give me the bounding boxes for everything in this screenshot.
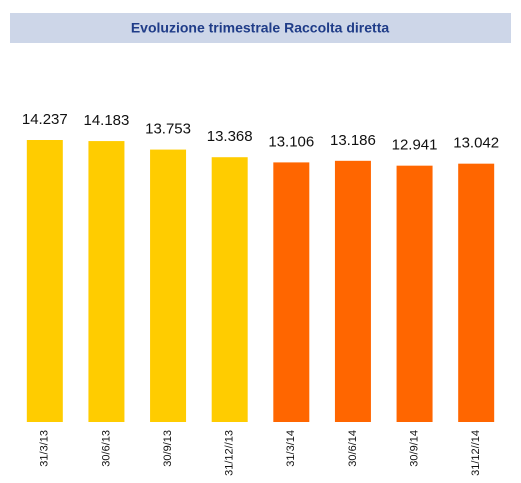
x-tick-label: 31/3/13 <box>39 430 51 467</box>
bar <box>211 157 248 422</box>
value-label: 13.753 <box>145 121 191 138</box>
bar <box>273 162 310 422</box>
x-tick-label: 31/12//13 <box>224 430 236 476</box>
bar <box>150 149 187 422</box>
x-tick-label: 30/9/14 <box>408 430 420 467</box>
value-label: 13.368 <box>207 128 253 145</box>
x-tick-label: 31/3/14 <box>285 430 297 467</box>
title-band <box>10 13 511 43</box>
bar <box>88 141 125 422</box>
chart-title: Evoluzione trimestrale Raccolta diretta <box>131 20 390 36</box>
x-tick-label: 30/6/14 <box>347 430 359 467</box>
bar <box>458 163 495 422</box>
x-tick-label: 30/6/13 <box>100 430 112 467</box>
x-tick-label: 31/12//14 <box>470 430 482 476</box>
x-tick-label: 30/9/13 <box>162 430 174 467</box>
bar <box>334 160 371 422</box>
value-label: 13.186 <box>330 132 376 149</box>
value-label: 14.183 <box>83 112 129 129</box>
value-label: 14.237 <box>22 111 68 128</box>
bar <box>396 165 433 422</box>
value-label: 13.042 <box>453 135 499 152</box>
value-label: 13.106 <box>268 133 314 150</box>
value-label: 12.941 <box>392 137 438 154</box>
bar <box>26 140 63 422</box>
